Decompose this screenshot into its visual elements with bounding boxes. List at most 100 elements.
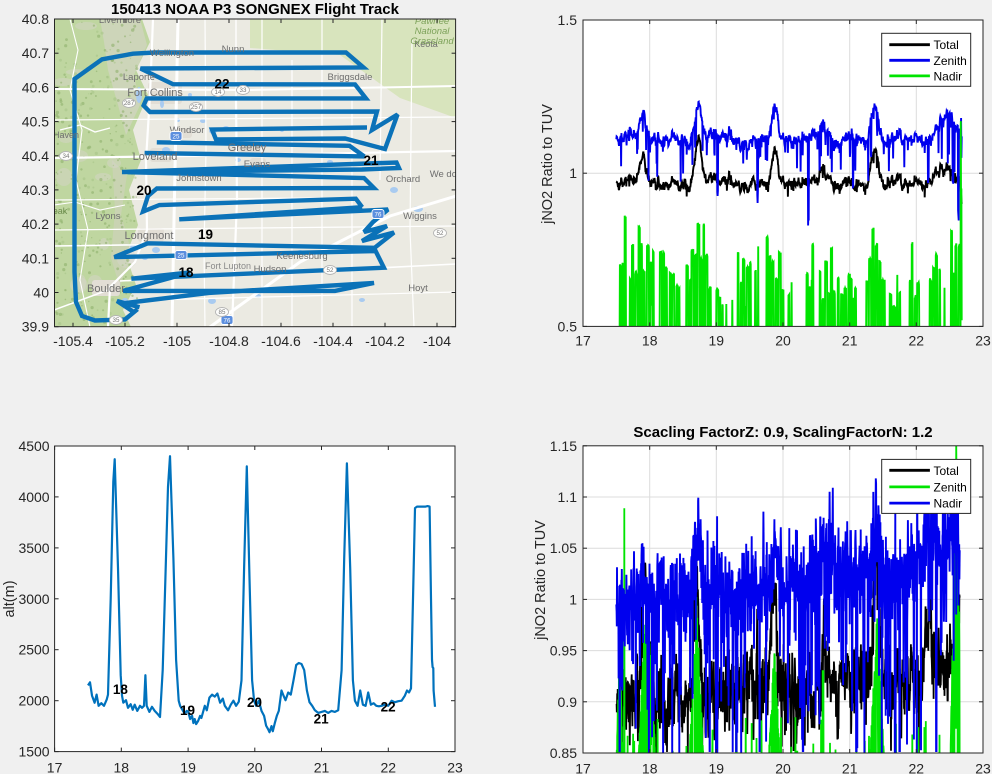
svg-text:Orchard: Orchard (386, 174, 420, 185)
svg-text:Zenith: Zenith (934, 480, 967, 494)
svg-text:40.5: 40.5 (22, 114, 49, 130)
svg-text:18: 18 (114, 759, 130, 774)
svg-text:1: 1 (569, 165, 577, 181)
svg-text:21: 21 (842, 760, 858, 774)
svg-text:18: 18 (642, 760, 658, 774)
svg-text:76: 76 (375, 212, 382, 219)
svg-text:22: 22 (909, 760, 925, 774)
svg-text:3500: 3500 (18, 540, 49, 556)
svg-text:52: 52 (327, 267, 334, 274)
svg-text:14: 14 (215, 89, 222, 96)
svg-text:257: 257 (191, 104, 202, 111)
svg-text:1500: 1500 (18, 744, 49, 760)
svg-text:20: 20 (775, 760, 791, 774)
svg-text:Wiggins: Wiggins (403, 211, 437, 222)
svg-text:Haven: Haven (53, 130, 79, 140)
svg-text:Zenith: Zenith (934, 54, 967, 68)
svg-text:34: 34 (63, 153, 70, 160)
svg-text:17: 17 (575, 760, 591, 774)
svg-text:40.2: 40.2 (22, 216, 49, 232)
svg-text:40.8: 40.8 (22, 11, 49, 27)
svg-text:-104.6: -104.6 (261, 333, 301, 349)
svg-text:Keenesburg: Keenesburg (276, 251, 327, 262)
svg-text:Evans: Evans (244, 159, 271, 170)
svg-text:1.05: 1.05 (550, 540, 577, 556)
svg-text:-104.8: -104.8 (209, 333, 249, 349)
svg-text:Johnstown: Johnstown (176, 173, 221, 184)
svg-text:0.85: 0.85 (550, 745, 577, 761)
svg-text:19: 19 (180, 759, 196, 774)
svg-text:25: 25 (178, 253, 185, 260)
svg-text:Nadir: Nadir (934, 497, 963, 511)
svg-text:18: 18 (178, 265, 194, 280)
svg-text:40: 40 (33, 285, 49, 301)
svg-text:Hudson: Hudson (254, 264, 287, 275)
svg-text:21: 21 (363, 153, 379, 168)
svg-text:Longmont: Longmont (125, 230, 174, 242)
svg-text:40.7: 40.7 (22, 45, 49, 61)
svg-text:0.95: 0.95 (550, 643, 577, 659)
svg-text:85: 85 (219, 309, 226, 316)
svg-text:18: 18 (642, 333, 658, 349)
svg-text:40.6: 40.6 (22, 79, 49, 95)
svg-text:21: 21 (842, 333, 858, 349)
svg-text:40.4: 40.4 (22, 148, 49, 164)
svg-text:-104: -104 (423, 333, 451, 349)
svg-text:We don: We don (430, 169, 463, 180)
svg-text:Fort Collins: Fort Collins (127, 87, 183, 99)
svg-text:23: 23 (975, 333, 991, 349)
svg-text:35: 35 (113, 317, 120, 324)
svg-text:19: 19 (709, 760, 725, 774)
svg-text:3000: 3000 (18, 591, 49, 607)
svg-text:Grassland: Grassland (410, 36, 454, 47)
svg-text:Lyons: Lyons (96, 211, 121, 222)
svg-text:1: 1 (569, 591, 577, 607)
svg-text:39.9: 39.9 (22, 319, 49, 335)
svg-text:-105.4: -105.4 (53, 333, 93, 349)
svg-text:Nunn: Nunn (222, 44, 245, 55)
svg-text:National: National (415, 26, 451, 37)
svg-text:0.5: 0.5 (558, 318, 578, 334)
svg-text:jNO2 Ratio to TUV: jNO2 Ratio to TUV (533, 520, 549, 641)
svg-text:22: 22 (381, 759, 397, 774)
svg-text:-104.2: -104.2 (365, 333, 405, 349)
svg-text:eak: eak (53, 206, 68, 216)
svg-text:Livermore: Livermore (99, 15, 141, 26)
svg-text:Fort Lupton: Fort Lupton (205, 261, 251, 271)
svg-text:40.3: 40.3 (22, 182, 49, 198)
svg-text:22: 22 (909, 333, 925, 349)
svg-text:21: 21 (314, 759, 330, 774)
svg-text:Greeley: Greeley (228, 142, 267, 154)
svg-text:1.1: 1.1 (558, 489, 578, 505)
svg-text:17: 17 (47, 759, 63, 774)
svg-text:18: 18 (113, 682, 129, 697)
svg-text:Pawnee: Pawnee (415, 16, 449, 27)
svg-text:Wellington: Wellington (150, 48, 194, 59)
svg-text:23: 23 (447, 759, 463, 774)
svg-text:4500: 4500 (18, 438, 49, 454)
svg-text:33: 33 (240, 87, 247, 94)
svg-text:alt(m): alt(m) (2, 580, 18, 617)
svg-text:20: 20 (247, 695, 262, 710)
svg-text:jNO2 Ratio to TUV: jNO2 Ratio to TUV (540, 104, 556, 225)
svg-text:Boulder: Boulder (87, 283, 125, 295)
svg-text:21: 21 (314, 712, 330, 727)
svg-text:1.15: 1.15 (550, 438, 577, 454)
svg-text:Scacling FactorZ: 0.9, Scaling: Scacling FactorZ: 0.9, ScalingFactorN: 1… (633, 424, 932, 441)
svg-text:23: 23 (975, 760, 991, 774)
svg-text:-105.2: -105.2 (105, 333, 145, 349)
svg-text:Loveland: Loveland (133, 151, 178, 163)
svg-text:20: 20 (247, 759, 263, 774)
svg-text:Total: Total (934, 464, 959, 478)
svg-text:Windsor: Windsor (170, 125, 205, 136)
svg-text:150413 NOAA P3 SONGNEX Flight: 150413 NOAA P3 SONGNEX Flight Track (111, 1, 400, 18)
svg-text:287: 287 (124, 100, 135, 107)
svg-text:Hoyt: Hoyt (408, 283, 428, 294)
svg-text:20: 20 (136, 183, 151, 198)
svg-text:Nadir: Nadir (934, 69, 963, 83)
svg-text:19: 19 (198, 227, 213, 242)
svg-text:Briggsdale: Briggsdale (328, 72, 373, 83)
svg-text:40.1: 40.1 (22, 250, 49, 266)
svg-text:19: 19 (709, 333, 725, 349)
svg-text:0.9: 0.9 (558, 694, 578, 710)
